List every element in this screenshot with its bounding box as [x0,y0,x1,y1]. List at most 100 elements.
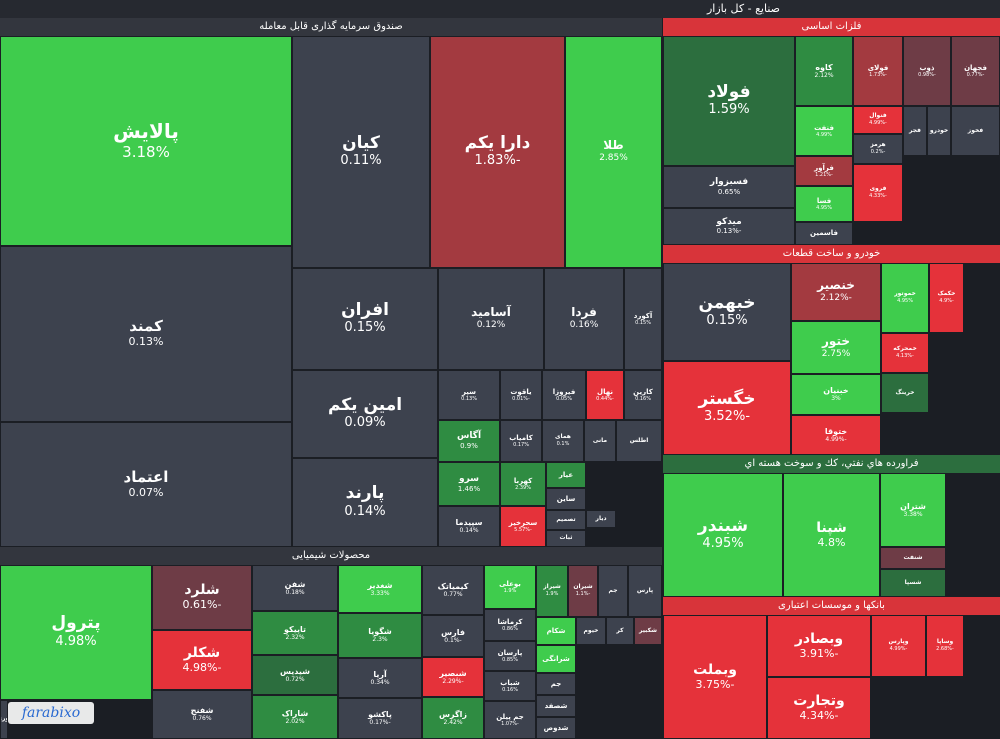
tile-khomotor[interactable]: خموتور 4.95% [881,263,929,333]
tile-agas[interactable]: آگاس 0.9% [438,420,500,462]
tile-pakesho[interactable]: پاکشو -0.17% [338,698,422,739]
tile-firoozeh[interactable]: فیروزا 0.05% [542,370,586,420]
tile-aminyekom[interactable]: امین یکم 0.09% [292,370,438,458]
tile-kaveh[interactable]: کاوه 2.12% [795,36,853,106]
tile-khegostar[interactable]: خگستر -3.52% [663,361,791,455]
tile-shetran[interactable]: شتران 3.38% [880,473,946,547]
tile-shesfad[interactable]: شصفد [536,695,576,717]
tile-shedus[interactable]: شدوص [536,717,576,739]
tile-kimiatek[interactable]: کیمیاتک 0.77% [422,565,484,615]
tile-sharak[interactable]: شاراک 2.02% [252,695,338,739]
tile-shiran[interactable]: شیران -1.1% [568,565,598,617]
tile-zob[interactable]: ذوب -0.98% [903,36,951,106]
tile-nahal[interactable]: نهال -0.44% [586,370,624,420]
tile-ayar[interactable]: عیار [546,462,586,488]
tile-kermasha[interactable]: کرماشا 0.86% [484,609,536,641]
tile-sabat[interactable]: ثبات [546,530,586,547]
tile-akord[interactable]: آکورد 0.15% [624,268,662,370]
tile-kheringk[interactable]: خرینگ [881,373,929,413]
tile-etemad[interactable]: اعتماد 0.07% [0,422,292,547]
tile-shebab[interactable]: شباب 0.16% [484,671,536,701]
tile-fakhooz[interactable]: فخوز [951,106,1000,156]
tile-darayekom[interactable]: دارا یکم -1.83% [430,36,565,268]
tile-vetejarat[interactable]: وتجارت -4.34% [767,677,871,739]
tile-foulad[interactable]: فولاد 1.59% [663,36,795,166]
tile-nouri[interactable]: نوری [0,700,8,739]
tile-khatooqa[interactable]: ختوقا -4.99% [791,415,881,455]
tile-farda[interactable]: فردا 0.16% [544,268,624,370]
tile-shepena[interactable]: شپنا 4.8% [783,473,880,597]
tile-tapiko[interactable]: تاپیکو 2.32% [252,611,338,655]
tile-tala[interactable]: طلا 2.85% [565,36,662,268]
tile-vebmelat[interactable]: وبملت -3.75% [663,615,767,739]
tile-vepars[interactable]: وپارس -4.99% [871,615,926,677]
tile-saharkhiz[interactable]: سحرخیز -5.57% [500,506,546,547]
tile-dayar[interactable]: دیار [586,510,616,528]
tile-shlard[interactable]: شلرد -0.61% [152,565,252,630]
tile-karin[interactable]: کارین 0.16% [624,370,662,420]
tile-fasezvar[interactable]: فسبزوار 0.65% [663,166,795,208]
tile-atlas[interactable]: اطلس [616,420,662,462]
tile-pars[interactable]: پارس [628,565,662,617]
tile-shekabir[interactable]: شکبیر [634,617,662,645]
tile-sayan[interactable]: ساین [546,488,586,510]
tile-shesepa[interactable]: شسپا [880,569,946,597]
tile-shekalor[interactable]: شکلر -4.98% [152,630,252,690]
tile-faravar[interactable]: فرآور -1.21% [795,156,853,186]
tile-palayesh[interactable]: پالایش 3.18% [0,36,292,246]
tile-vesapa[interactable]: وساپا -2.68% [926,615,964,677]
tile-sharangi[interactable]: شرانگی [536,645,576,673]
tile-faghanat[interactable]: فنفت 4.99% [795,106,853,156]
sector-header-banks[interactable]: بانکها و موسسات اعتباری [663,597,1000,615]
tile-hamay[interactable]: همای 0.1% [542,420,584,462]
tile-afran[interactable]: افران 0.15% [292,268,438,370]
tile-kamand[interactable]: کمند 0.13% [0,246,292,422]
tile-khatoor[interactable]: ختور 2.75% [791,321,881,374]
tile-zagros[interactable]: زاگرس 2.42% [422,697,484,739]
tile-parsan[interactable]: پارسان 0.85% [484,641,536,671]
sector-header-metals[interactable]: فلزات اساسی [663,18,1000,36]
tile-khensir[interactable]: خنصیر -2.12% [791,263,881,321]
tile-kar[interactable]: کر [606,617,634,645]
tile-fasemin[interactable]: فاسمین [795,222,853,245]
tile-kian[interactable]: کیان 0.11% [292,36,430,268]
tile-farvi[interactable]: فروی -4.33% [853,164,903,222]
tile-khemehreh[interactable]: خمحرکه -4.13% [881,333,929,373]
sector-header-etf[interactable]: صندوق سرمایه گذاری قابل معامله [0,18,662,36]
tile-shghadir[interactable]: شغدیر 3.33% [338,565,422,613]
tile-shabsir[interactable]: شبصیر -2.29% [422,657,484,697]
sector-header-oil[interactable]: فراورده هاي نفتي، كك و سوخت هسته اي [663,455,1000,473]
tile-mikako[interactable]: میدکو -0.13% [663,208,795,245]
tile-shekam[interactable]: شکام [536,617,576,645]
tile-khodro[interactable]: خودرو [927,106,951,156]
tile-shefaft[interactable]: شنفت [880,547,946,569]
tile-shiraz[interactable]: شیراز 1.9% [536,565,568,617]
tile-kheivm[interactable]: خیوم [576,617,606,645]
tile-jam[interactable]: جم [598,565,628,617]
tile-khbanian[interactable]: خبنیان 3% [791,374,881,415]
tile-kahroba[interactable]: کهربا 2.39% [500,462,546,506]
tile-kamyab[interactable]: کامیاب 0.17% [500,420,542,462]
tile-shidis[interactable]: شیدیس 0.72% [252,655,338,695]
tile-fajr[interactable]: فجر [903,106,927,156]
tile-arya[interactable]: آریا 0.34% [338,658,422,698]
tile-khbahman[interactable]: خبهمن 0.15% [663,263,791,361]
tile-khakmak[interactable]: خکمک -4.9% [929,263,964,333]
tile-foulai[interactable]: فولای -1.73% [853,36,903,106]
tile-fars[interactable]: فارس -0.1% [422,615,484,657]
tile-sarv[interactable]: سرو 1.46% [438,462,500,506]
tile-jam2[interactable]: جم [536,673,576,695]
tile-sepidma[interactable]: سپیدما 0.14% [438,506,500,547]
tile-booali[interactable]: بوعلی 1.9% [484,565,536,609]
tile-shgooya[interactable]: شگویا 2.3% [338,613,422,658]
sector-header-auto[interactable]: خودرو و ساخت قطعات [663,245,1000,263]
sector-header-chemicals[interactable]: محصولات شیمیایی [0,547,662,565]
tile-fajahan[interactable]: فجهان -0.77% [951,36,1000,106]
tile-yaqut[interactable]: یاقوت -0.01% [500,370,542,420]
tile-feranavol[interactable]: فنوال -4.99% [853,106,903,134]
tile-asamid[interactable]: آسامید 0.12% [438,268,544,370]
tile-mani[interactable]: مانی [584,420,616,462]
tile-parand[interactable]: پارند 0.14% [292,458,438,547]
tile-sepehr[interactable]: سپر 0.13% [438,370,500,420]
tile-hormoz[interactable]: هرمز -0.2% [853,134,903,164]
